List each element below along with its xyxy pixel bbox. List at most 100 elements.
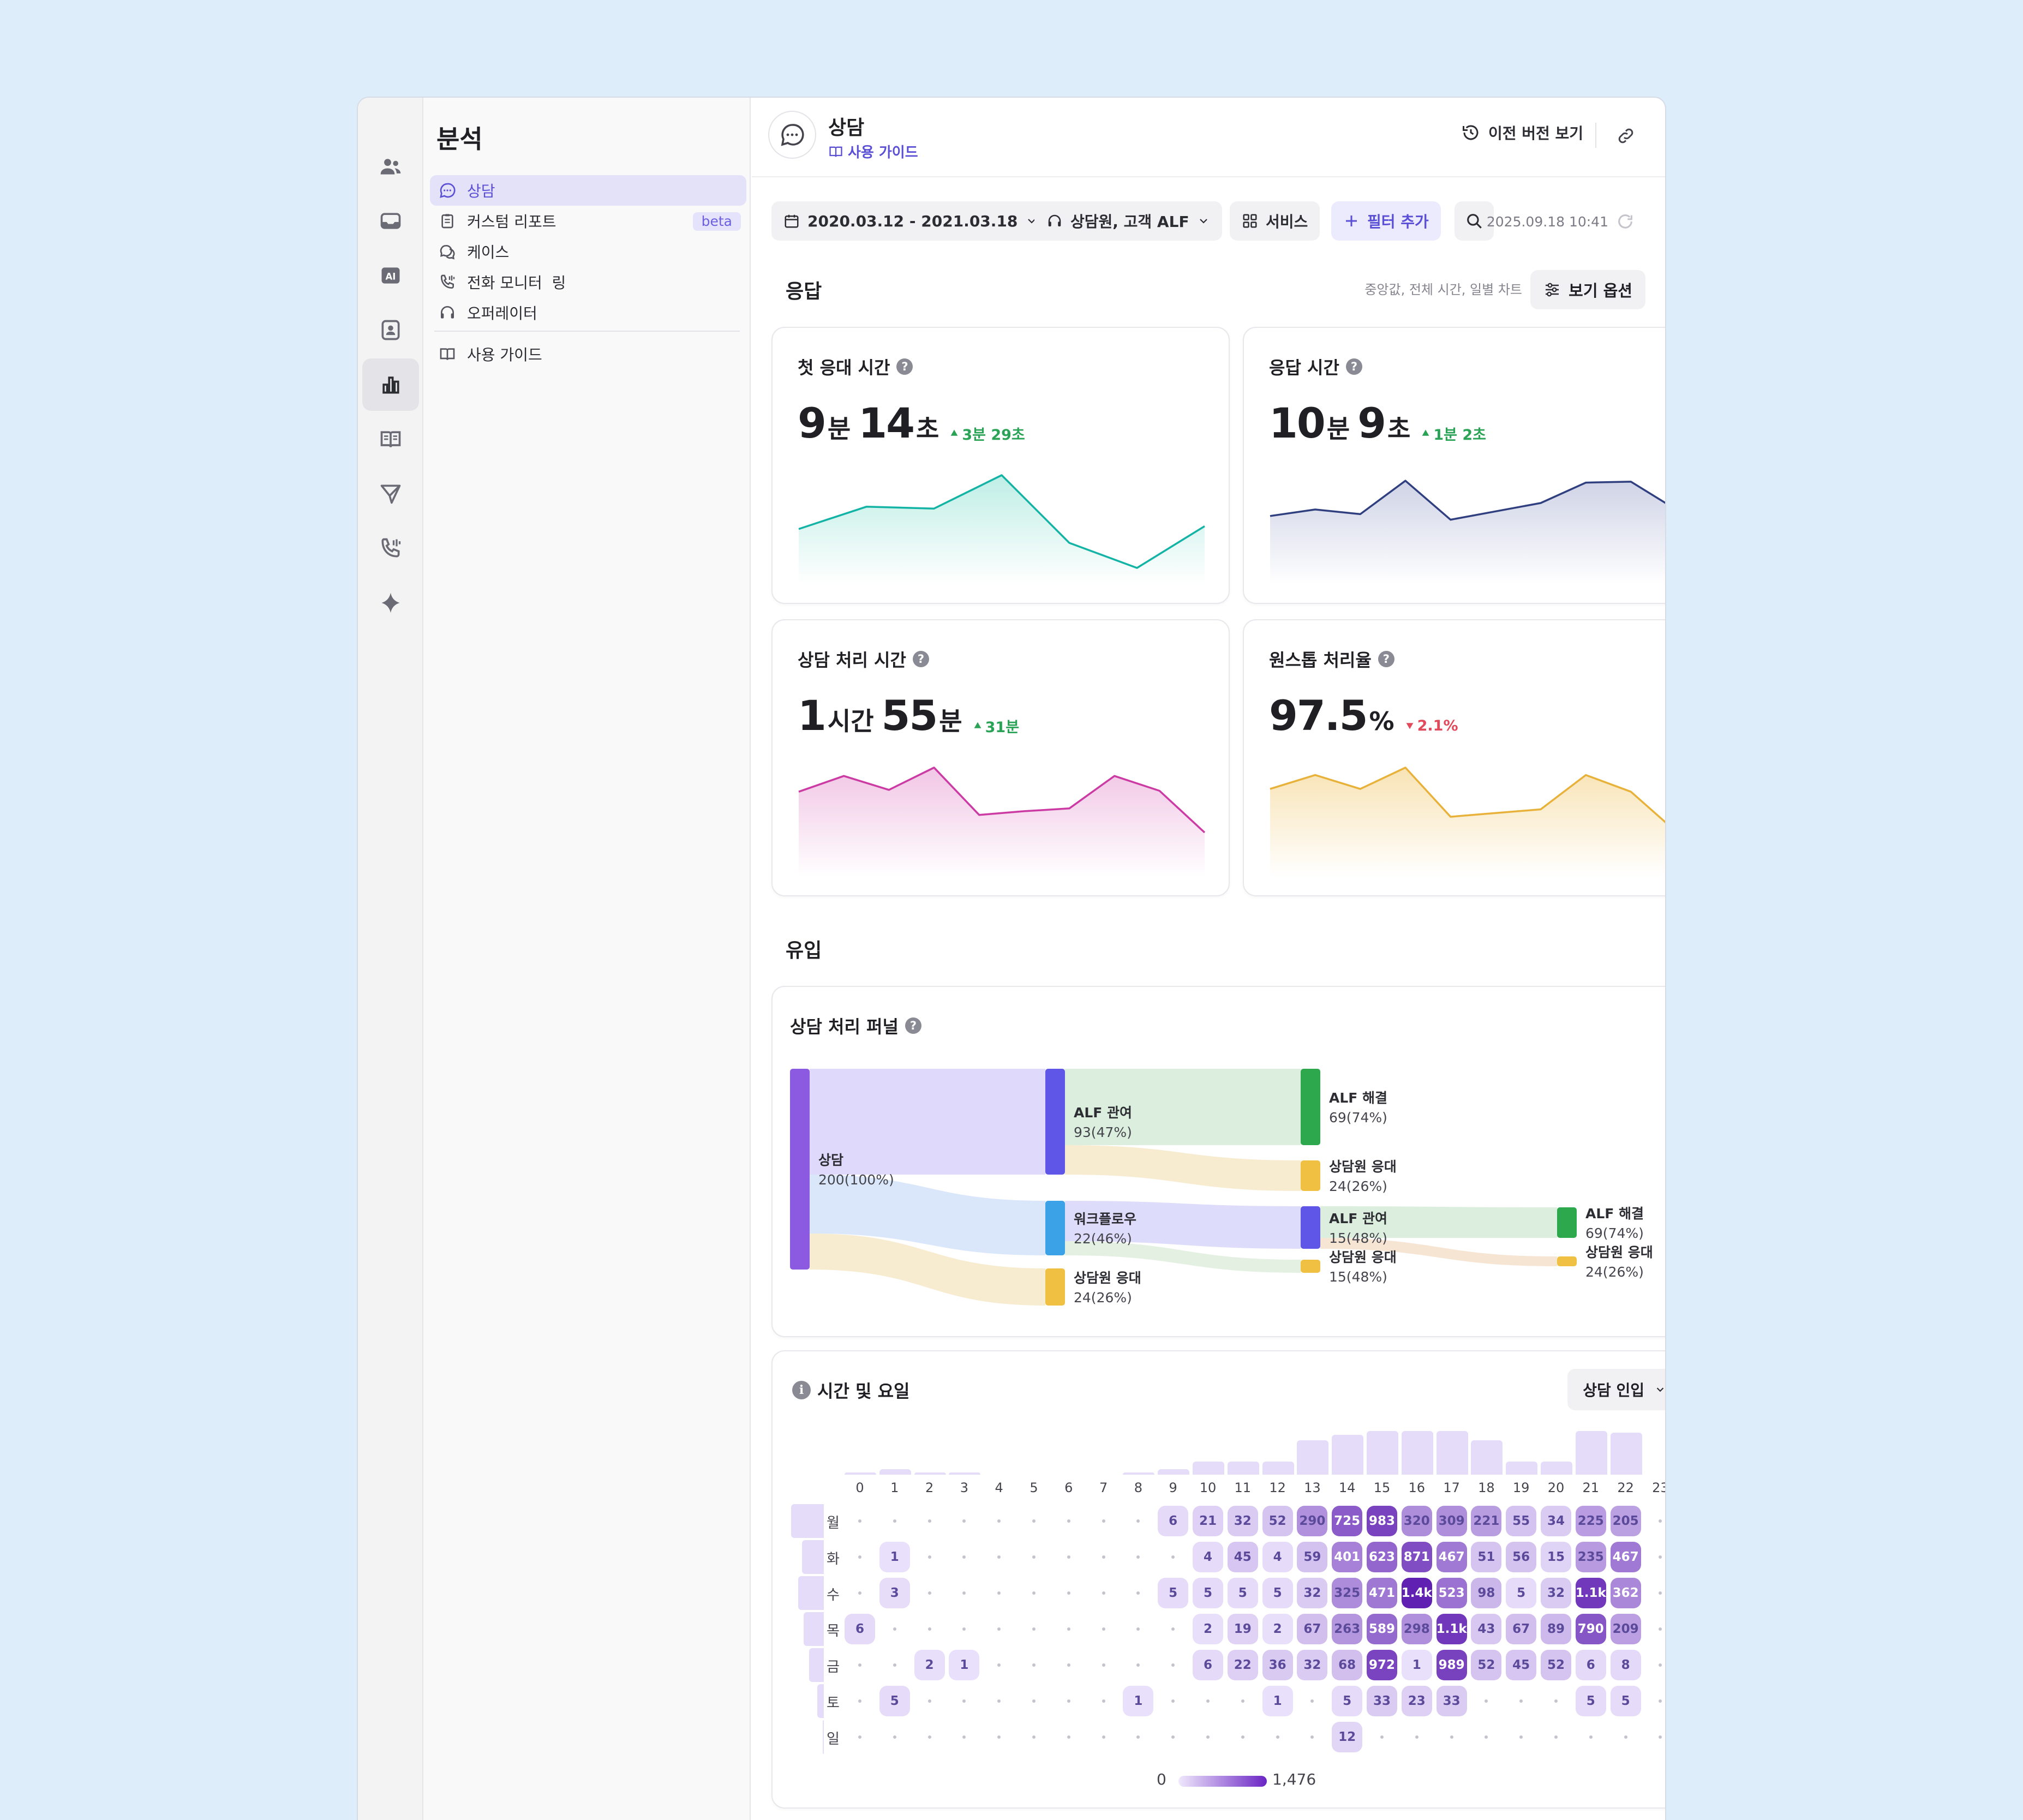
help-icon[interactable]: ? xyxy=(1378,651,1394,667)
heatmap-cell[interactable]: 205 xyxy=(1610,1506,1641,1536)
heatmap-cell[interactable]: 6 xyxy=(1193,1650,1223,1680)
heatmap-cell[interactable]: 2 xyxy=(1193,1614,1223,1644)
heatmap-cell[interactable]: 263 xyxy=(1332,1614,1363,1644)
help-icon[interactable]: ? xyxy=(905,1017,921,1034)
heatmap-cell[interactable]: 1 xyxy=(1262,1686,1293,1716)
heatmap-cell[interactable]: 89 xyxy=(1541,1614,1571,1644)
rail-contacts-icon[interactable] xyxy=(362,304,419,356)
help-icon[interactable]: ? xyxy=(912,651,929,667)
heatmap-cell[interactable]: 21 xyxy=(1193,1506,1223,1536)
heatmap-cell[interactable]: 5 xyxy=(1193,1578,1223,1608)
heatmap-cell[interactable]: 209 xyxy=(1610,1614,1641,1644)
heatmap-cell[interactable]: 1.4k xyxy=(1402,1578,1432,1608)
heatmap-cell[interactable]: 52 xyxy=(1471,1650,1502,1680)
funnel-node[interactable] xyxy=(1045,1268,1065,1306)
heatmap-cell[interactable]: 1 xyxy=(949,1650,980,1680)
funnel-node[interactable] xyxy=(1301,1260,1320,1273)
heatmap-cell[interactable]: 623 xyxy=(1367,1542,1397,1572)
participants-filter[interactable]: 상담원, 고객 ALF xyxy=(1034,201,1222,241)
heatmap-cell[interactable]: 52 xyxy=(1541,1650,1571,1680)
view-options-button[interactable]: 보기 옵션 xyxy=(1530,270,1645,309)
heatmap-cell[interactable]: 32 xyxy=(1227,1506,1258,1536)
heatmap-cell[interactable]: 5 xyxy=(1610,1686,1641,1716)
rail-inbox-icon[interactable] xyxy=(362,195,419,247)
heatmap-cell[interactable]: 6 xyxy=(845,1614,875,1644)
heatmap-cell[interactable]: 467 xyxy=(1436,1542,1467,1572)
heatmap-cell[interactable]: 22 xyxy=(1227,1650,1258,1680)
heatmap-cell[interactable]: 320 xyxy=(1401,1506,1432,1536)
heatmap-cell[interactable]: 989 xyxy=(1436,1650,1467,1680)
sidebar-item-cases[interactable]: 케이스 xyxy=(430,236,746,267)
search-button[interactable] xyxy=(1455,201,1494,241)
heatmap-cell[interactable]: 1 xyxy=(1401,1650,1432,1680)
funnel-node[interactable] xyxy=(1557,1207,1577,1238)
heatmap-cell[interactable]: 68 xyxy=(1332,1650,1363,1680)
heatmap-cell[interactable]: 98 xyxy=(1471,1578,1502,1608)
previous-version-button[interactable]: 이전 버전 보기 xyxy=(1461,122,1583,143)
heatmap-cell[interactable]: 5 xyxy=(1227,1578,1258,1608)
help-icon[interactable]: ? xyxy=(1345,358,1362,375)
heatmap-cell[interactable]: 5 xyxy=(1506,1578,1537,1608)
heatmap-cell[interactable]: 225 xyxy=(1575,1506,1606,1536)
heatmap-cell[interactable]: 5 xyxy=(1332,1686,1363,1716)
heatmap-cell[interactable]: 51 xyxy=(1471,1542,1502,1572)
heatmap-cell[interactable]: 6 xyxy=(1575,1650,1606,1680)
add-filter-button[interactable]: 필터 추가 xyxy=(1331,201,1441,241)
heatmap-cell[interactable]: 467 xyxy=(1610,1542,1641,1572)
date-range-filter[interactable]: 2020.03.12 - 2021.03.18 xyxy=(771,201,1051,241)
heatmap-cell[interactable]: 471 xyxy=(1367,1578,1397,1608)
heatmap-cell[interactable]: 12 xyxy=(1332,1722,1363,1752)
funnel-node[interactable] xyxy=(1301,1206,1320,1249)
funnel-node[interactable] xyxy=(790,1069,810,1270)
heatmap-cell[interactable]: 32 xyxy=(1297,1578,1328,1608)
heatmap-cell[interactable]: 36 xyxy=(1262,1650,1293,1680)
funnel-node[interactable] xyxy=(1045,1201,1065,1255)
rail-ai-icon[interactable]: AI xyxy=(362,249,419,302)
funnel-node[interactable] xyxy=(1557,1256,1577,1266)
heatmap-cell[interactable]: 8 xyxy=(1610,1650,1641,1680)
heatmap-cell[interactable]: 67 xyxy=(1297,1614,1328,1644)
sidebar-item-phone-monitoring[interactable]: 전화 모니터 링 xyxy=(430,267,746,297)
heatmap-cell[interactable]: 790 xyxy=(1575,1614,1606,1644)
heatmap-cell[interactable]: 983 xyxy=(1367,1506,1397,1536)
heatmap-cell[interactable]: 33 xyxy=(1436,1686,1467,1716)
funnel-node[interactable] xyxy=(1301,1160,1320,1191)
heatmap-cell[interactable]: 34 xyxy=(1541,1506,1571,1536)
heatmap-cell[interactable]: 33 xyxy=(1367,1686,1397,1716)
rail-docs-icon[interactable] xyxy=(362,413,419,465)
guide-link[interactable]: 사용 가이드 xyxy=(828,141,918,161)
funnel-node[interactable] xyxy=(1045,1069,1065,1175)
heatmap-cell[interactable]: 5 xyxy=(1575,1686,1606,1716)
heatmap-cell[interactable]: 871 xyxy=(1401,1542,1432,1572)
service-filter[interactable]: 서비스 xyxy=(1230,201,1320,241)
heatmap-cell[interactable]: 59 xyxy=(1297,1542,1328,1572)
heatmap-cell[interactable]: 5 xyxy=(1158,1578,1189,1608)
heatmap-cell[interactable]: 55 xyxy=(1506,1506,1537,1536)
refresh-icon[interactable] xyxy=(1616,212,1635,231)
heatmap-cell[interactable]: 298 xyxy=(1401,1614,1432,1644)
heatmap-cell[interactable]: 32 xyxy=(1541,1578,1571,1608)
heatmap-cell[interactable]: 972 xyxy=(1367,1650,1397,1680)
heatmap-cell[interactable]: 290 xyxy=(1297,1506,1328,1536)
copy-link-button[interactable] xyxy=(1613,123,1639,149)
heatmap-cell[interactable]: 45 xyxy=(1227,1542,1258,1572)
heatmap-cell[interactable]: 1 xyxy=(879,1542,910,1572)
heatmap-cell[interactable]: 15 xyxy=(1541,1542,1571,1572)
heatmap-cell[interactable]: 67 xyxy=(1506,1614,1537,1644)
rail-analytics-icon[interactable] xyxy=(362,358,419,411)
heatmap-cell[interactable]: 4 xyxy=(1193,1542,1223,1572)
heatmap-cell[interactable]: 725 xyxy=(1332,1506,1363,1536)
metric-dropdown[interactable]: 상담 인입 xyxy=(1567,1369,1665,1410)
sidebar-item-consult[interactable]: 상담 xyxy=(430,175,746,206)
heatmap-cell[interactable]: 362 xyxy=(1610,1578,1641,1608)
heatmap-cell[interactable]: 1 xyxy=(1123,1686,1154,1716)
heatmap-cell[interactable]: 589 xyxy=(1367,1614,1397,1644)
heatmap-cell[interactable]: 43 xyxy=(1471,1614,1502,1644)
heatmap-cell[interactable]: 56 xyxy=(1506,1542,1537,1572)
sidebar-item-operator[interactable]: 오퍼레이터 xyxy=(430,297,746,328)
heatmap-cell[interactable]: 221 xyxy=(1471,1506,1502,1536)
heatmap-cell[interactable]: 325 xyxy=(1332,1578,1363,1608)
info-icon[interactable]: i xyxy=(792,1381,811,1399)
funnel-node[interactable] xyxy=(1301,1069,1320,1145)
heatmap-cell[interactable]: 1.1k xyxy=(1437,1614,1467,1644)
